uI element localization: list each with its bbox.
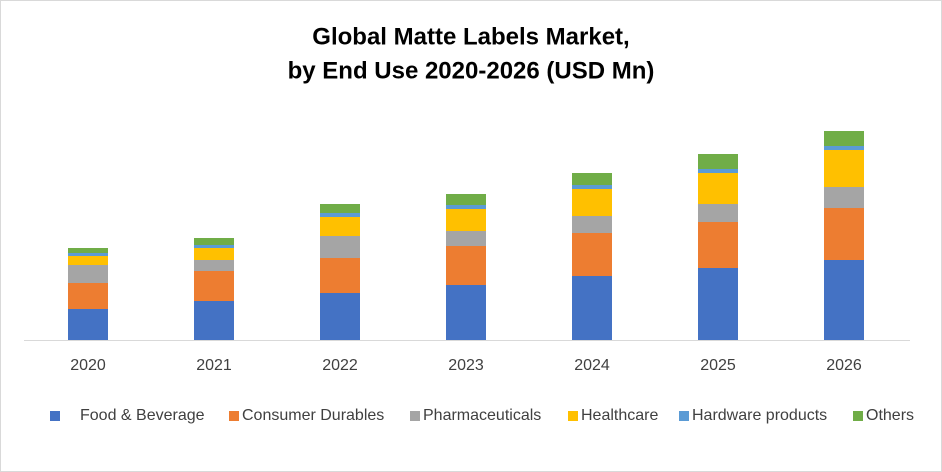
legend-label: Pharmaceuticals [423,407,541,424]
bar-segment [446,205,486,209]
bar-segment [572,216,612,233]
bar-segment [194,260,234,271]
bar-segment [194,271,234,301]
bar-segment [824,150,864,187]
bar-segment [446,194,486,205]
bar-segment [446,209,486,231]
bar-segment [698,222,738,268]
x-tick-label: 2024 [574,357,610,374]
bar-segment [68,253,108,256]
bar-segment [446,285,486,340]
bar-segment [194,245,234,248]
legend-label: Healthcare [581,407,658,424]
bar-segment [824,187,864,208]
x-tick-label: 2026 [826,357,862,374]
bar-segment [320,217,360,236]
bar-segment [194,301,234,340]
bar-segment [824,208,864,260]
bar-segment [320,236,360,258]
bar-segment [698,268,738,340]
chart-title: by End Use 2020-2026 (USD Mn) [288,57,655,84]
bar-segment [68,256,108,265]
x-tick-label: 2021 [196,357,232,374]
bar-segment [194,238,234,245]
bar-segment [698,154,738,169]
bar-segment [698,169,738,173]
bar-segment [698,173,738,204]
bar-segment [320,258,360,293]
x-tick-label: 2020 [70,357,106,374]
bar-segment [320,293,360,340]
legend-label: Food & Beverage [80,407,205,424]
chart-title: Global Matte Labels Market, [312,23,629,50]
legend-label: Others [866,407,914,424]
x-tick-label: 2023 [448,357,484,374]
bar-segment [68,283,108,309]
legend-swatch [410,411,420,421]
legend-swatch [679,411,689,421]
bar-segment [68,248,108,253]
bar-segment [194,248,234,260]
x-tick-label: 2022 [322,357,358,374]
bar-segment [824,146,864,150]
bar-segment [824,260,864,340]
legend-label: Hardware products [692,407,827,424]
bar-segment [824,131,864,146]
bar-segment [572,173,612,185]
bar-segment [572,189,612,216]
bar-segment [572,185,612,189]
bar-segment [320,204,360,213]
bar-segment [68,309,108,340]
legend-swatch [568,411,578,421]
legend-swatch [50,411,60,421]
bar-segment [698,204,738,222]
bar-segment [446,231,486,246]
bar-segment [572,276,612,340]
legend-swatch [853,411,863,421]
bar-segment [446,246,486,285]
legend-swatch [229,411,239,421]
bar-segment [68,265,108,283]
bar-segment [572,233,612,276]
x-tick-label: 2025 [700,357,736,374]
legend-label: Consumer Durables [242,407,384,424]
bar-segment [320,213,360,217]
